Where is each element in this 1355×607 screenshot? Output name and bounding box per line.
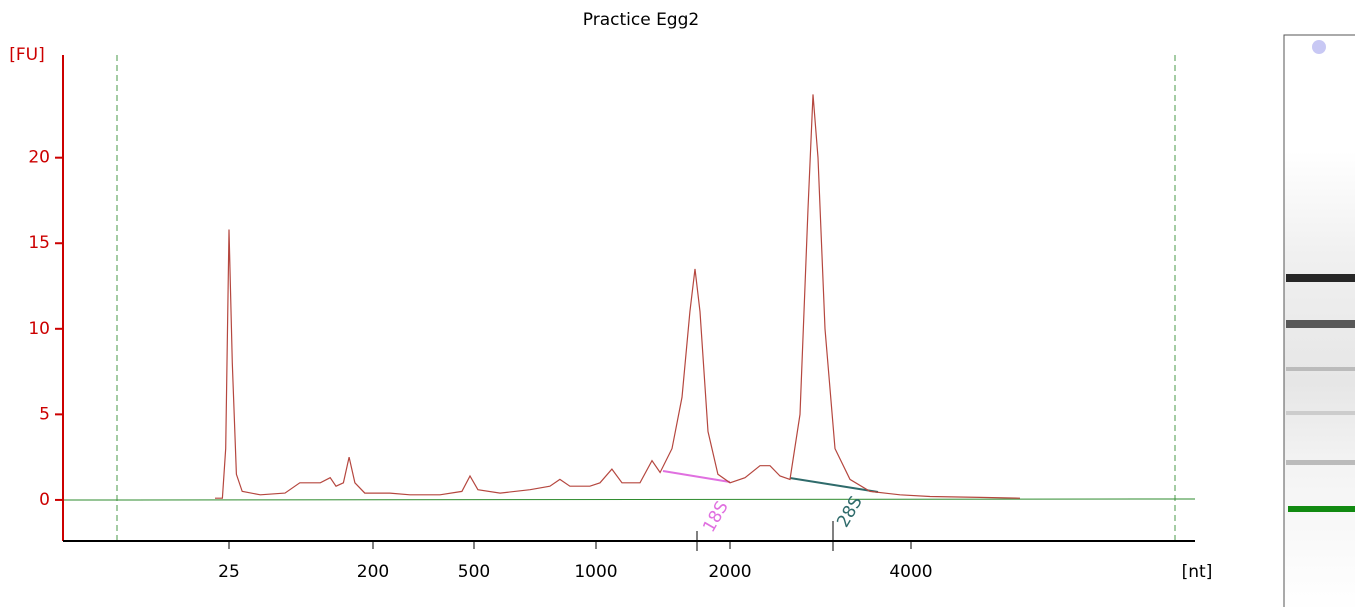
x-axis-label: [nt] [1182,562,1213,582]
x-tick-label: 200 [357,562,389,582]
gel-band [1286,274,1355,282]
gel-marker-band [1288,506,1355,512]
gel-band [1286,460,1355,465]
x-tick-label: 25 [218,562,240,582]
y-tick-label: 5 [39,404,50,424]
gel-band [1286,411,1355,415]
peak-annotation: 28S [833,493,867,531]
x-tick-label: 1000 [574,562,617,582]
x-tick-label: 2000 [708,562,751,582]
region-18s-baseline [662,470,731,483]
trace [215,94,1021,499]
gel-well [1312,40,1326,54]
gel-band [1286,367,1355,371]
y-tick-label: 20 [28,148,50,168]
peak-annotation: 18S [699,498,733,536]
y-axis-label: [FU] [9,45,45,65]
y-tick-label: 15 [28,233,50,253]
chart-title: Practice Egg2 [583,10,699,30]
region-28s-baseline [789,477,879,493]
gel-band [1286,320,1355,328]
x-tick-label: 500 [458,562,490,582]
y-tick-label: 10 [28,319,50,339]
x-tick-label: 4000 [889,562,932,582]
baseline [62,498,1196,501]
y-tick-label: 0 [39,490,50,510]
